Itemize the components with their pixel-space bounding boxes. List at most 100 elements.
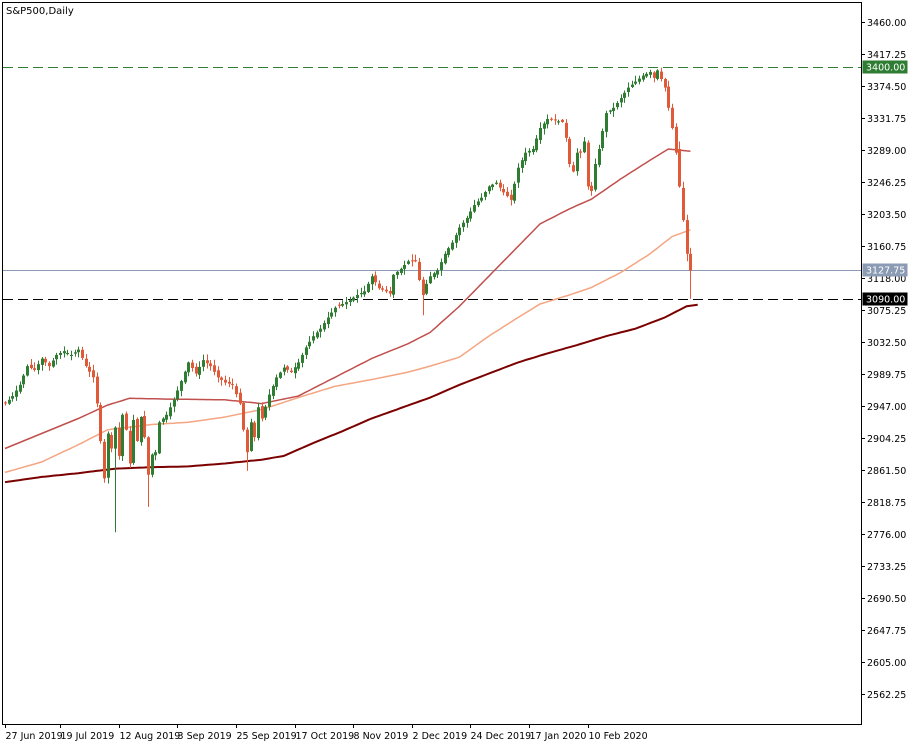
candle-down <box>96 376 99 404</box>
x-tick-label: 3 Sep 2019 <box>178 731 232 742</box>
candle-up <box>19 384 22 392</box>
candle-up <box>543 123 546 129</box>
candle-up <box>612 107 615 111</box>
candle-down <box>147 437 150 475</box>
candle-down <box>290 370 293 373</box>
candle-down <box>129 430 132 464</box>
candle-up <box>312 336 315 341</box>
candle-down <box>261 406 264 419</box>
candle-up <box>202 360 205 367</box>
candle-up <box>396 271 399 275</box>
candle-up <box>26 366 29 376</box>
x-tick-label: 2 Dec 2019 <box>413 731 468 742</box>
candle-down <box>653 72 656 78</box>
y-tick-label: 3118.00 <box>867 274 906 285</box>
candle-up <box>275 377 278 387</box>
candle-up <box>400 268 403 273</box>
plot-frame <box>2 2 862 725</box>
candle-down <box>191 362 194 368</box>
candle-up <box>363 291 366 295</box>
candle-up <box>609 110 612 112</box>
x-tick-label: 8 Nov 2019 <box>354 731 409 742</box>
y-tick-label: 3460.00 <box>867 18 906 29</box>
current-price-tag-label: 3127.75 <box>866 266 905 277</box>
candle-up <box>158 422 161 454</box>
candle-down <box>209 363 212 367</box>
level-tag-3090-box <box>862 292 908 306</box>
candle-up <box>334 307 337 313</box>
candle-down <box>565 122 568 138</box>
candle-up <box>367 283 370 292</box>
candle-up <box>488 186 491 192</box>
x-tick-label: 12 Aug 2019 <box>120 731 181 742</box>
candle-down <box>338 304 341 306</box>
candle-up <box>535 138 538 151</box>
candle-up <box>184 371 187 383</box>
candle-down <box>422 279 425 295</box>
candle-up <box>176 390 179 400</box>
candles <box>4 67 692 533</box>
candle-down <box>686 220 689 254</box>
candle-up <box>8 399 11 404</box>
candle-up <box>583 141 586 153</box>
candle-up <box>37 364 40 371</box>
candle-up <box>173 399 176 407</box>
candle-down <box>44 358 47 363</box>
candle-up <box>623 92 626 98</box>
candle-up <box>319 328 322 332</box>
candle-up <box>264 406 267 418</box>
candle-up <box>433 273 436 278</box>
candle-up <box>63 351 66 354</box>
candle-down <box>103 441 106 479</box>
candle-up <box>55 354 58 360</box>
candle-up <box>627 87 630 93</box>
chart-title: S&P500,Daily <box>6 6 74 17</box>
candle-up <box>473 205 476 212</box>
candle-up <box>477 201 480 206</box>
candle-down <box>231 383 234 385</box>
candle-up <box>330 312 333 317</box>
candle-down <box>242 403 245 430</box>
candle-up <box>447 248 450 255</box>
y-tick-label: 2562.25 <box>867 690 906 701</box>
candle-down <box>99 405 102 441</box>
candle-up <box>532 149 535 153</box>
candle-down <box>33 368 36 370</box>
candle-up <box>132 420 135 463</box>
candle-up <box>455 235 458 243</box>
candle-down <box>381 288 384 290</box>
candle-up <box>154 452 157 456</box>
candle-down <box>671 107 674 128</box>
candle-up <box>495 182 498 184</box>
candle-down <box>411 260 414 262</box>
candle-down <box>506 191 509 197</box>
candle-down <box>85 358 88 367</box>
candle-up <box>440 262 443 271</box>
y-tick-label: 2818.75 <box>867 498 906 509</box>
candle-down <box>195 366 198 374</box>
candle-down <box>689 253 692 271</box>
candle-up <box>41 358 44 365</box>
candle-up <box>656 70 659 79</box>
candle-up <box>316 332 319 338</box>
candle-up <box>407 261 410 264</box>
y-tick-label: 2947.00 <box>867 402 906 413</box>
candle-up <box>601 131 604 149</box>
candle-up <box>634 81 637 84</box>
candle-up <box>279 372 282 378</box>
candle-up <box>250 422 253 451</box>
candle-down <box>220 377 223 380</box>
candle-down <box>4 402 7 404</box>
candle-up <box>341 304 344 306</box>
candle-down <box>125 413 128 430</box>
level-tag-3090-label: 3090.00 <box>866 295 905 306</box>
candle-up <box>645 73 648 77</box>
candle-up <box>539 128 542 140</box>
candle-up <box>392 274 395 295</box>
candle-up <box>356 295 359 298</box>
candle-up <box>429 276 432 284</box>
candle-up <box>22 375 25 385</box>
candle-up <box>513 183 516 201</box>
